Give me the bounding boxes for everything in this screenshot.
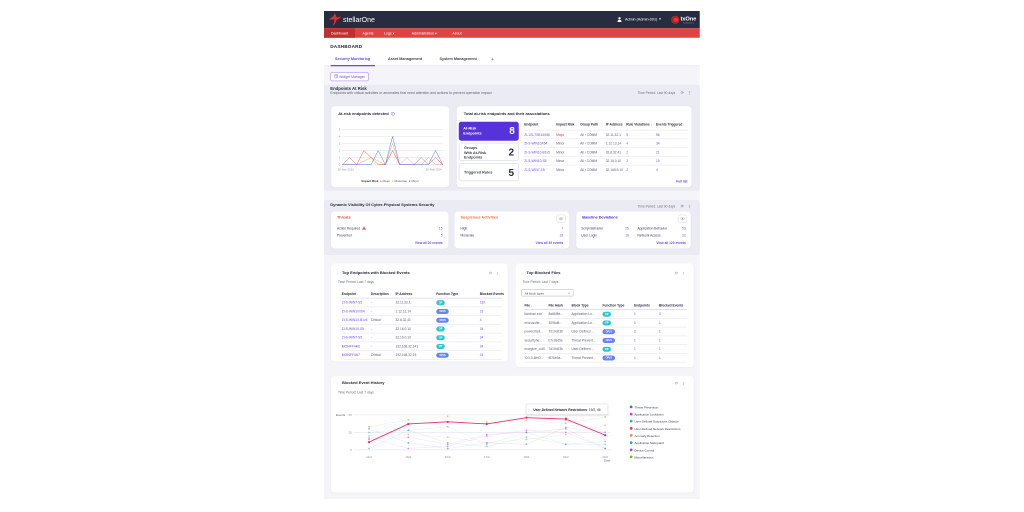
svg-text:15/2: 15/2 xyxy=(406,454,412,458)
svg-text:14/2: 14/2 xyxy=(366,454,372,458)
svg-text:Events: Events xyxy=(336,413,346,417)
svg-text:3: 3 xyxy=(339,141,341,145)
svg-text:20/2: 20/2 xyxy=(602,454,608,458)
svg-text:0: 0 xyxy=(350,448,352,452)
svg-text:1: 1 xyxy=(339,155,341,159)
svg-text:5: 5 xyxy=(339,127,341,131)
svg-text:4: 4 xyxy=(339,134,341,138)
svg-text:2: 2 xyxy=(339,148,341,152)
svg-text:18/2: 18/2 xyxy=(524,454,530,458)
svg-text:17/2: 17/2 xyxy=(484,454,490,458)
svg-text:19/2: 19/2 xyxy=(563,454,569,458)
svg-text:25: 25 xyxy=(349,430,353,434)
svg-text:16/2: 16/2 xyxy=(445,454,451,458)
svg-text:20-Feb-2024: 20-Feb-2024 xyxy=(426,167,442,171)
svg-text:50: 50 xyxy=(349,413,353,417)
svg-text:0: 0 xyxy=(339,162,341,166)
svg-text:Date: Date xyxy=(604,458,611,462)
svg-text:20-Nov-2023: 20-Nov-2023 xyxy=(338,167,354,171)
